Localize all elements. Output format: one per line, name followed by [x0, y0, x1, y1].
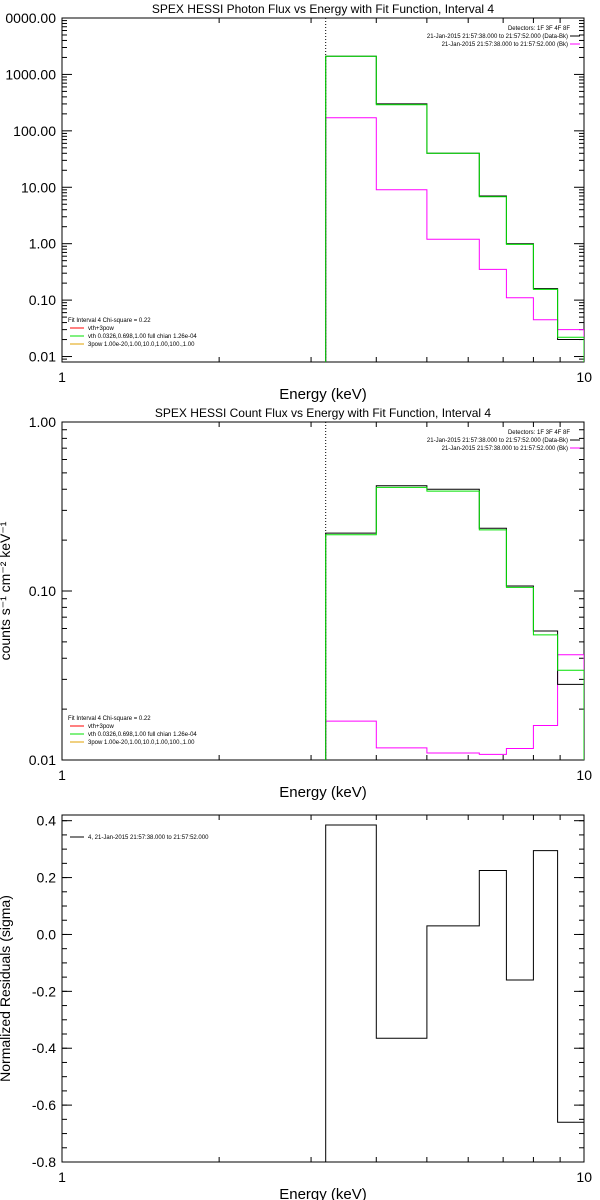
count-panel: SPEX HESSI Count Flux vs Energy with Fit… [0, 406, 592, 801]
count-plot-frame [61, 421, 585, 761]
residual-y-axis-label: Normalized Residuals (sigma) [0, 895, 13, 1082]
count-y-tick-label: 0.10 [29, 583, 56, 599]
photon-panel: SPEX HESSI Photon Flux vs Energy with Fi… [5, 2, 592, 403]
count-series-line-0 [325, 654, 584, 760]
count-legend-entry: 21-Jan-2015 21:57:38.000 to 21:57:52.000… [442, 446, 568, 452]
count-legend-entry: 21-Jan-2015 21:57:38.000 to 21:57:52.000… [427, 438, 568, 444]
photon-fit-legend-entry: 3pow 1.00e-20,1.00,10.0,1.00,100.,1.00 [88, 342, 195, 348]
photon-fit-legend-entry: vth+3pow [88, 326, 115, 332]
residual-series-line-0 [325, 824, 584, 1162]
photon-fit-legend-entry: vth 0.0326,0.698,1.00 full chian 1.26e-0… [88, 334, 197, 340]
photon-series-line-2 [325, 55, 584, 362]
photon-legend-header: Detectors: 1F 3F 4F 8F [508, 26, 570, 32]
photon-plot-frame [61, 17, 585, 363]
residual-y-tick-label: 0.0 [37, 926, 57, 942]
photon-series-line-1 [325, 55, 584, 362]
photon-legend-entry: 21-Jan-2015 21:57:38.000 to 21:57:52.000… [427, 34, 568, 40]
residual-fit-legend-entry: 4, 21-Jan-2015 21:57:38.000 to 21:57:52.… [88, 835, 209, 841]
photon-y-tick-label: 1000.00 [5, 66, 56, 82]
photon-y-tick-label: 10.00 [21, 179, 56, 195]
residual-x-tick-label: 10 [576, 1169, 592, 1185]
residual-data-series [325, 824, 584, 1162]
residual-y-tick-label: -0.6 [32, 1097, 56, 1113]
count-x-tick-label: 10 [576, 767, 592, 783]
photon-y-tick-label: 0.01 [29, 349, 56, 365]
photon-x-axis-label: Energy (keV) [279, 386, 367, 403]
residual-x-axis-label: Energy (keV) [279, 1186, 367, 1200]
count-legend-header: Detectors: 1F 3F 4F 8F [508, 430, 570, 436]
count-y-axis-label: counts s⁻¹ cm⁻² keV⁻¹ [0, 521, 13, 660]
count-data-series [325, 485, 584, 760]
photon-legend-entry: 21-Jan-2015 21:57:38.000 to 21:57:52.000… [442, 42, 568, 48]
photon-chart-title: SPEX HESSI Photon Flux vs Energy with Fi… [152, 2, 494, 16]
photon-y-tick-label: 0000.00 [5, 10, 56, 26]
residual-x-tick-label: 1 [58, 1169, 66, 1185]
photon-x-tick-label: 10 [576, 369, 592, 385]
photon-x-tick-label: 1 [58, 369, 66, 385]
count-series-line-1 [325, 485, 584, 760]
photon-y-tick-label: 1.00 [29, 236, 56, 252]
residual-y-tick-label: -0.2 [32, 983, 56, 999]
count-fit-legend-entry: 3pow 1.00e-20,1.00,10.0,1.00,100.,1.00 [88, 740, 195, 746]
residual-y-tick-label: -0.4 [32, 1040, 56, 1056]
photon-series-line-0 [325, 117, 584, 362]
residual-y-tick-label: 0.4 [37, 813, 57, 829]
photon-fit-legend-header: Fit Interval 4 Chi-square = 0.22 [68, 318, 151, 324]
residual-panel: 1 10 Energy (keV) -0.8 -0.6 -0.4 -0.2 0.0 0.2 0.4… [0, 813, 592, 1200]
count-fit-legend-entry: vth+3pow [88, 724, 115, 730]
count-x-axis-label: Energy (keV) [279, 784, 367, 801]
photon-data-series [325, 55, 584, 362]
photon-y-tick-label: 100.00 [13, 123, 56, 139]
count-series-line-2 [325, 486, 584, 760]
count-y-tick-label: 1.00 [29, 414, 56, 430]
photon-y-tick-label: 0.10 [29, 292, 56, 308]
residual-y-tick-label: -0.8 [32, 1154, 56, 1170]
count-chart-title: SPEX HESSI Count Flux vs Energy with Fit… [155, 406, 491, 420]
residual-y-tick-label: 0.2 [37, 870, 57, 886]
residual-plot-frame [61, 814, 585, 1163]
count-fit-legend-entry: vth 0.0326,0.698,1.00 full chian 1.26e-0… [88, 732, 197, 738]
count-fit-legend-header: Fit Interval 4 Chi-square = 0.22 [68, 716, 151, 722]
count-y-tick-label: 0.01 [29, 752, 56, 768]
count-x-tick-label: 1 [58, 767, 66, 783]
